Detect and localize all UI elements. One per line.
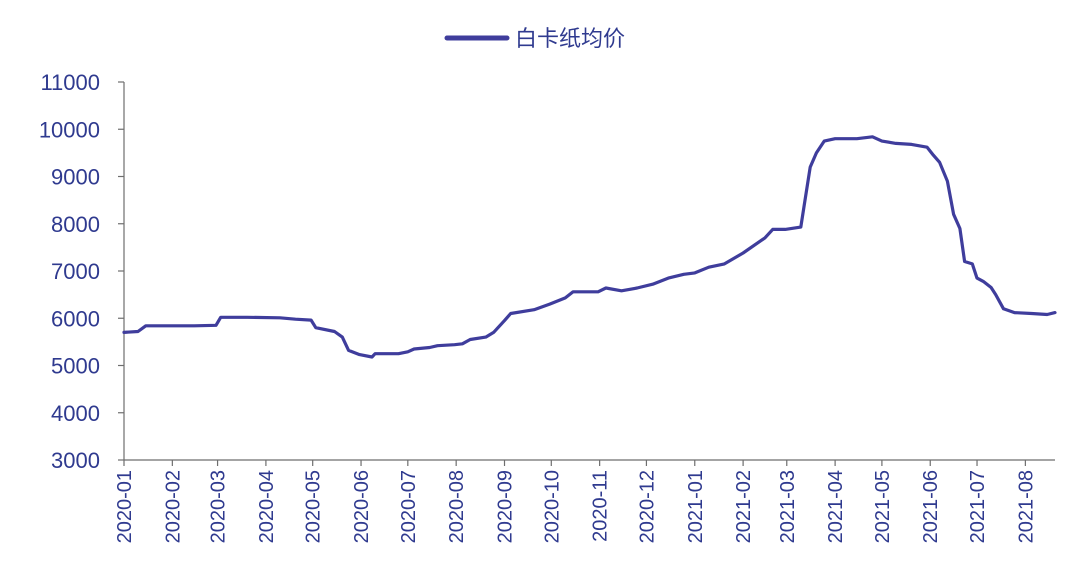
x-tick-label: 2020-03 [208,470,230,543]
x-tick-label: 2021-02 [733,470,755,543]
y-tick-label: 11000 [40,70,100,95]
x-tick-label: 2020-02 [162,470,184,543]
x-tick-label: 2021-07 [967,470,989,543]
x-tick-label: 2021-05 [872,470,894,543]
y-tick-label: 3000 [51,448,100,473]
x-tick-label: 2021-01 [685,470,707,543]
legend-label: 白卡纸均价 [515,27,625,52]
x-tick-label: 2021-06 [920,470,942,543]
x-tick-label: 2020-05 [303,470,325,543]
legend: 白卡纸均价 [444,27,625,52]
x-tick-label: 2020-04 [256,470,278,543]
y-tick-label: 6000 [51,306,100,331]
y-tick-label: 8000 [51,212,100,237]
series-line-white-cardboard-price [122,135,1057,359]
y-tick-label: 9000 [51,165,100,190]
x-tick-label: 2021-03 [777,470,799,543]
y-tick-label: 10000 [39,117,100,142]
x-tick-label: 2020-12 [636,470,658,543]
y-axis-ticks: 11000 10000 9000 8000 7000 6000 5000 4000 3000 [39,70,124,473]
x-tick-label: 2020-09 [495,470,517,543]
x-tick-label: 2021-04 [825,470,847,543]
x-tick-label: 2020-07 [398,470,420,543]
y-tick-label: 7000 [51,259,100,284]
x-tick-label: 2020-10 [541,470,563,543]
x-axis-ticks: 2020-01 2020-02 2020-03 2020-04 2020-05 2020-… [114,460,1037,543]
x-tick-label: 2020-01 [114,470,136,543]
y-tick-label: 4000 [51,401,100,426]
x-tick-label: 2020-06 [351,470,373,543]
x-tick-label: 2021-08 [1015,470,1037,543]
x-tick-label: 2020-11 [590,470,612,542]
y-tick-label: 5000 [51,354,100,379]
x-tick-label: 2020-08 [446,470,468,543]
